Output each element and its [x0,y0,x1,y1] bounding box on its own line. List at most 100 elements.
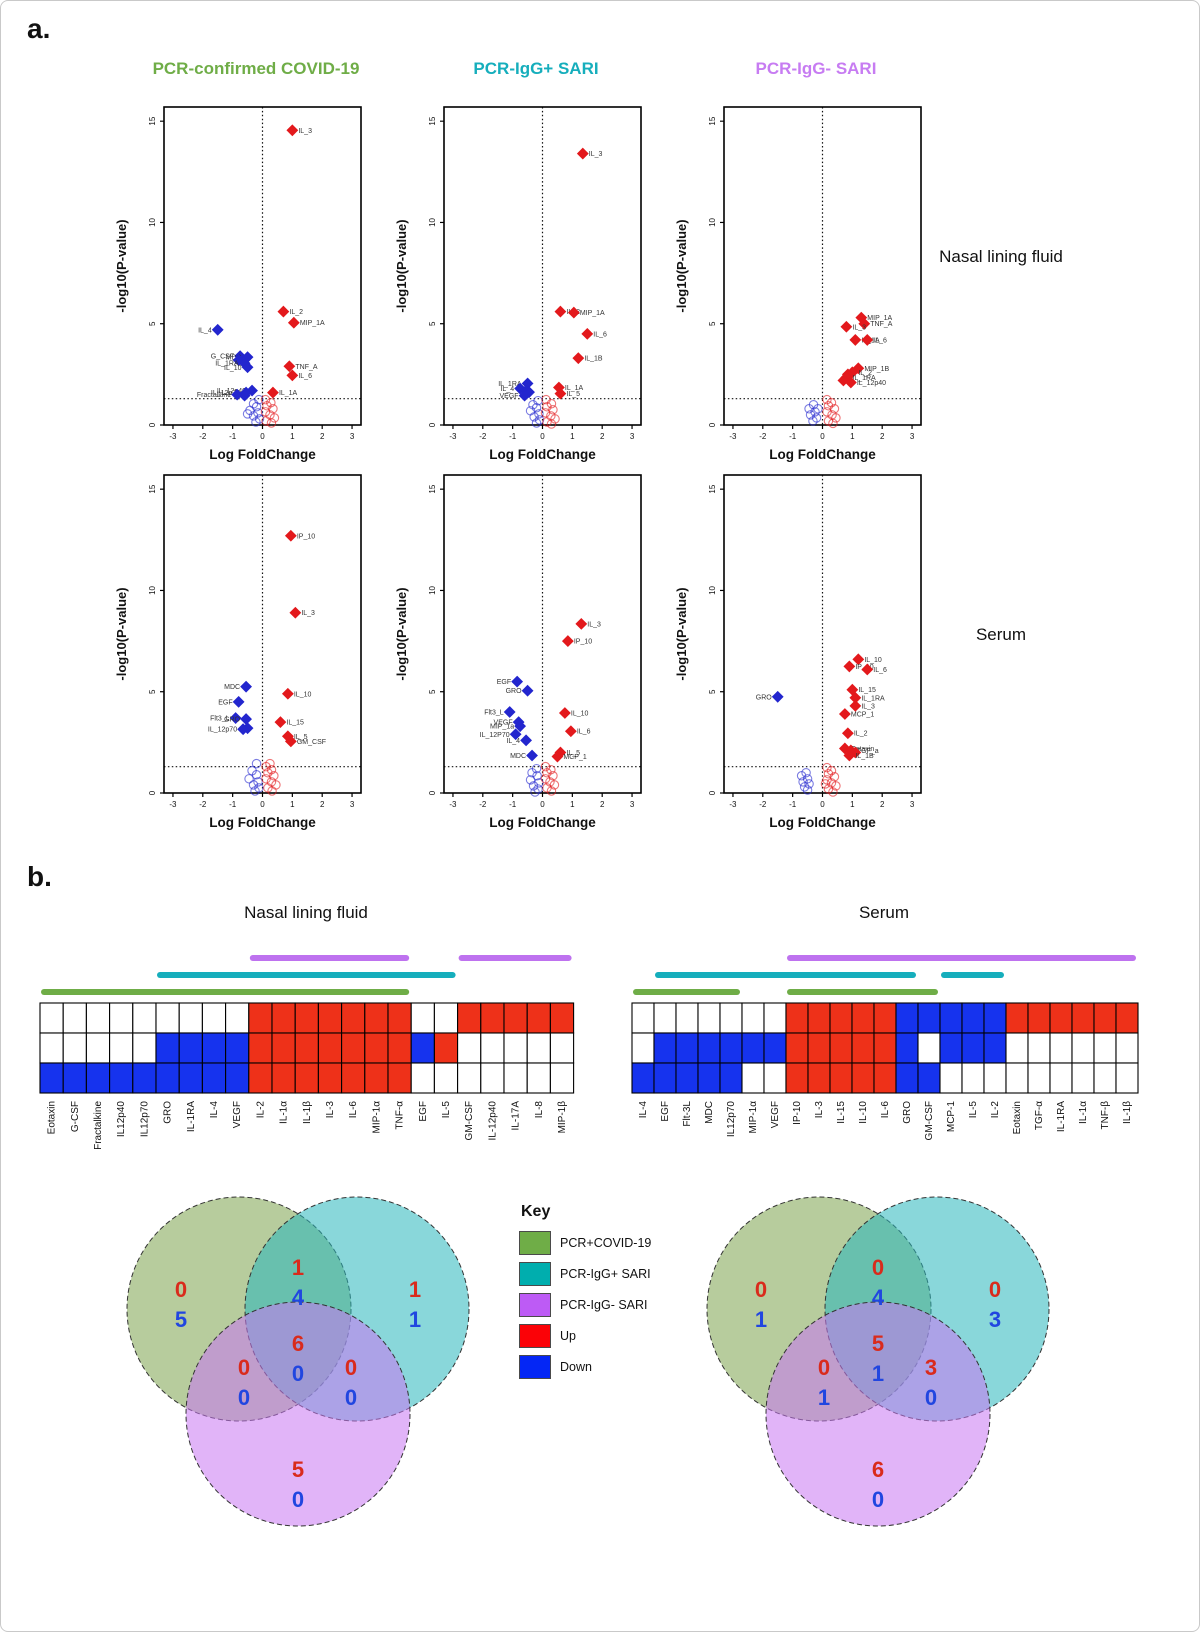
heatmap-title-nasal: Nasal lining fluid [244,903,368,922]
cell-PCR-IgG- SARI-IL-1β [1115,1002,1139,1034]
column-label-IL-8: IL-8 [534,1101,545,1119]
point-label-GRO: GRO [506,688,523,695]
point-MIP_1A [287,316,300,329]
volcano-svg-volcano-iggneg-nasal: -3 -2 -1 0 1 2 3 0 5 10 15 -log10(P-value) Log FoldC… [674,106,922,462]
y-axis-label: -log10(P-value) [674,587,689,680]
cell-PCR-IgG- SARI-IL-1RA [178,1002,203,1034]
axis-ticks: -3 -2 -1 0 1 2 3 0 5 10 15 [148,484,355,809]
teal-group-bar [655,972,916,978]
point-label-MIP_1B: MIP_1B [864,366,889,373]
point-IL_6 [861,663,874,676]
point-label-Eotaxin: Eotaxin [851,746,874,753]
key-legend: Key PCR+COVID-19 PCR-IgG+ SARI PCR-IgG- SA… [519,1203,699,1386]
svg-text:-1: -1 [229,800,237,809]
svg-text:15: 15 [148,116,157,125]
volcano-plot-iggneg-nasal: -3 -2 -1 0 1 2 3 0 5 10 15 -log10(P-value) Log FoldC… [666,93,946,465]
cell-PCR-IgG+ SARI-VEGF [225,1032,250,1064]
svg-text:-1: -1 [789,432,797,441]
venn-down-count: 0 [292,1487,304,1512]
point-EGF [232,695,245,708]
point-MIP_1B [852,362,865,375]
cell-PCR-IgG+ SARI-IP-10 [785,1032,809,1064]
nonsignificant-points [242,394,280,428]
cell-PCR+COVID-19-IL12p70 [719,1062,743,1094]
cell-PCR-IgG+ SARI-IL-17A [503,1032,528,1064]
svg-text:-3: -3 [729,800,737,809]
svg-text:2: 2 [600,432,605,441]
x-axis-label: Log FoldChange [769,447,876,462]
svg-text:3: 3 [910,432,915,441]
point-label-IL_2: IL_2 [289,309,303,316]
svg-text:3: 3 [630,432,635,441]
cell-PCR+COVID-19-IL-1α [1071,1062,1095,1094]
cell-PCR-IgG+ SARI-IL-1RA [178,1032,203,1064]
point-label-IL_3: IL_3 [298,128,312,135]
cell-PCR-IgG- SARI-Eotaxin [1005,1002,1029,1034]
point-IP_10 [284,529,297,542]
venn-down-count: 4 [292,1285,305,1310]
point-IL_5 [554,387,567,400]
cell-PCR-IgG+ SARI-VEGF [763,1032,787,1064]
column-label-IL-6: IL-6 [880,1101,891,1119]
point-label-MDC: MDC [224,684,240,691]
venn-down-count: 1 [409,1307,421,1332]
cell-PCR-IgG- SARI-MIP-1α [741,1002,765,1034]
cell-PCR-IgG- SARI-IL-2 [983,1002,1007,1034]
cell-PCR+COVID-19-IL-1α [271,1062,296,1094]
key-swatch [519,1293,551,1317]
cell-PCR-IgG- SARI-IL-4 [631,1002,655,1034]
cell-PCR-IgG+ SARI-GM-CSF [917,1032,941,1064]
venn-down-count: 5 [175,1307,187,1332]
cell-PCR-IgG+ SARI-TNF-α [387,1032,412,1064]
svg-text:0: 0 [428,790,437,795]
column-label-Eotaxin: Eotaxin [1012,1101,1023,1134]
column-label-GRO: GRO [163,1101,174,1124]
point-label-IL_1B: IL_1B [855,753,874,760]
volcano-svg-volcano-covid-nasal: -3 -2 -1 0 1 2 3 0 5 10 15 -log10(P-value) Log FoldC… [114,106,362,462]
teal-group-bar [157,972,456,978]
venn-down-count: 4 [872,1285,885,1310]
cell-PCR-IgG+ SARI-IL-4 [631,1032,655,1064]
nonsignificant-points [525,394,560,429]
nonsignificant-points [796,762,841,797]
purple-group-bar [787,955,1136,961]
venn-down-count: 1 [818,1385,830,1410]
point-label-IL_1A: IL_1A [565,385,584,392]
column-title-igg-pos: PCR-IgG+ SARI [473,59,599,78]
cell-PCR-IgG- SARI-G-CSF [62,1002,87,1034]
column-label-Eotaxin: Eotaxin [47,1101,58,1134]
point-label-MCP_1: MCP_1 [851,712,874,719]
point-label-IL_1B: IL_1B [584,356,603,363]
venn-down-count: 3 [989,1307,1001,1332]
cell-PCR+COVID-19-IL-4 [201,1062,227,1094]
column-label-IL12p70: IL12p70 [726,1101,737,1138]
cell-PCR-IgG- SARI-Flt-3L [675,1002,699,1034]
x-axis-label: Log FoldChange [209,447,316,462]
cell-PCR+COVID-19-MCP-1 [939,1062,963,1094]
cell-PCR-IgG- SARI-IL12p70 [719,1002,743,1034]
column-label-IL-10: IL-10 [858,1101,869,1124]
point-TNF_A [858,317,871,330]
point-IL_3 [840,320,853,333]
cell-PCR+COVID-19-IL-17A [503,1062,528,1094]
point-label-IP_10: IP_10 [574,639,592,646]
cell-PCR-IgG+ SARI-IL12p70 [719,1032,743,1064]
point-IL_1A [849,334,862,346]
column-label-MCP-1: MCP-1 [946,1101,957,1133]
point-label-VEGF: VEGF [500,393,519,400]
svg-text:2: 2 [880,432,885,441]
point-label-MDC: MDC [510,753,526,760]
venn-up-count: 1 [292,1255,304,1280]
column-label-IL-1β: IL-1β [302,1101,313,1124]
cell-PCR-IgG- SARI-VEGF [763,1002,787,1034]
cell-PCR-IgG+ SARI-IL-2 [983,1032,1007,1064]
point-label-IL_10: IL_10 [224,365,242,372]
column-title-pcr-covid: PCR-confirmed COVID-19 [152,59,360,78]
panel-b-label: b. [27,861,52,892]
panel-a-label: a. [27,13,51,44]
svg-text:-3: -3 [729,432,737,441]
cell-PCR-IgG+ SARI-IL-1β [1115,1032,1139,1064]
point-label-GM_CSF: GM_CSF [297,739,326,746]
cell-PCR-IgG- SARI-IL-2 [248,1002,273,1034]
point-label-IL_3: IL_3 [852,324,866,331]
